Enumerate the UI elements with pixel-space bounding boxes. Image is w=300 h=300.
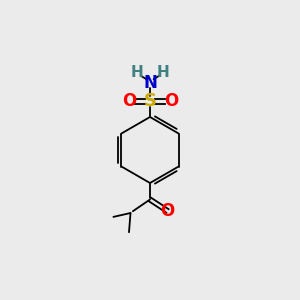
Text: H: H xyxy=(156,65,169,80)
Text: O: O xyxy=(160,202,175,220)
Text: O: O xyxy=(122,92,136,110)
Text: S: S xyxy=(143,92,157,110)
Text: H: H xyxy=(131,65,144,80)
Text: O: O xyxy=(164,92,178,110)
Text: N: N xyxy=(143,74,157,92)
